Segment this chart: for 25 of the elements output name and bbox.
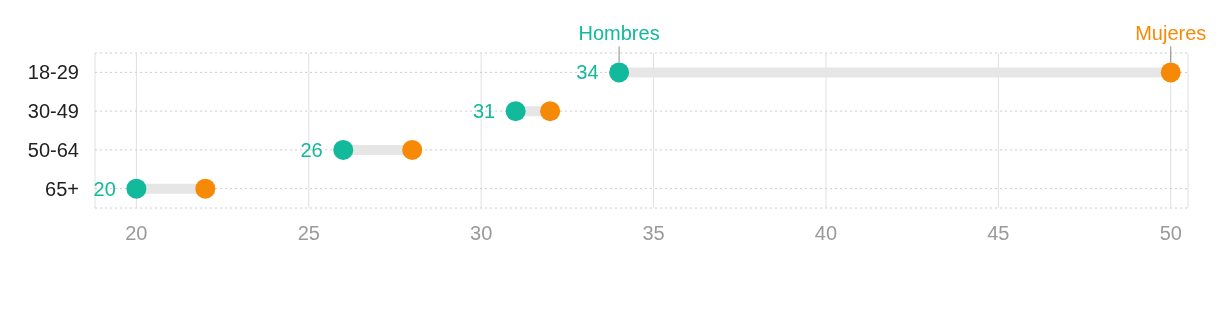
point <box>126 178 147 199</box>
y-tick-label: 65+ <box>45 177 79 200</box>
x-tick-label: 50 <box>1159 222 1182 245</box>
point <box>540 101 561 122</box>
point <box>505 101 526 122</box>
x-tick-label: 35 <box>642 222 665 245</box>
series-label: Hombres <box>578 22 660 45</box>
data-label: 31 <box>472 100 496 123</box>
y-tick-label: 30-49 <box>27 100 79 123</box>
x-tick-label: 30 <box>470 222 493 245</box>
series-label: Mujeres <box>1135 22 1207 45</box>
data-label: 20 <box>93 177 116 200</box>
point <box>333 139 354 160</box>
data-label: 34 <box>576 61 599 84</box>
point <box>609 62 630 83</box>
y-tick-label: 50-64 <box>27 138 79 161</box>
x-tick-label: 45 <box>987 222 1010 245</box>
data-label: 26 <box>300 138 323 161</box>
x-tick-label: 20 <box>125 222 148 245</box>
point <box>1160 62 1181 83</box>
point <box>195 178 216 199</box>
point <box>402 139 423 160</box>
x-tick-label: 40 <box>814 222 838 245</box>
x-tick-label: 25 <box>297 222 320 245</box>
y-tick-label: 18-29 <box>27 61 79 84</box>
